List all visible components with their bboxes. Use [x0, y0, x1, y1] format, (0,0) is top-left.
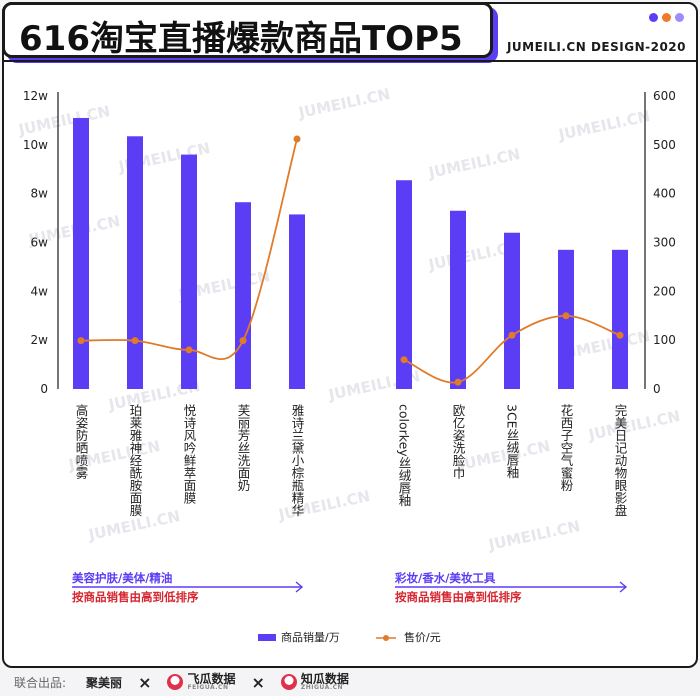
- watermark-text: JUMEILI.CN: [556, 107, 652, 144]
- price-point: [508, 331, 516, 339]
- feigua-name: 飞瓜数据: [187, 671, 236, 686]
- price-point: [400, 356, 408, 364]
- bar: [450, 210, 466, 389]
- brand-feigua: 飞瓜数据 FEIGUA.CN: [167, 671, 236, 692]
- bar: [181, 154, 197, 389]
- x-tick-label: 欧亿姿洗脸巾: [451, 404, 466, 479]
- legend-bar-swatch: [258, 634, 276, 641]
- legend-bar-label: 商品销量/万: [281, 630, 340, 644]
- bar: [612, 249, 628, 389]
- watermark-text: JUMEILI.CN: [486, 517, 582, 554]
- zhigua-name: 知瓜数据: [300, 671, 349, 686]
- title-box: 616淘宝直播爆款商品TOP5: [2, 2, 493, 59]
- x-tick-label: 完美日记动物眼影盘: [613, 403, 628, 517]
- bar: [73, 117, 89, 389]
- footer-label: 联合出品:: [14, 675, 67, 690]
- zhigua-sub: ZHIGUA.CN: [300, 684, 344, 692]
- legend-line-marker: [383, 635, 389, 641]
- x-tick-label: 珀莱雅神经酰胺面膜: [128, 404, 143, 517]
- bar: [558, 249, 574, 389]
- decorative-dots: [649, 13, 684, 22]
- group-arrow-head: [619, 581, 628, 593]
- y-right-tick-label: 300: [653, 236, 676, 250]
- footer: 联合出品: 聚美丽 × 飞瓜数据 FEIGUA.CN × 知瓜数据 ZHIGUA…: [0, 668, 700, 696]
- y-right-tick-label: 600: [653, 89, 676, 103]
- legend-line-label: 售价/元: [404, 630, 441, 644]
- feigua-sub: FEIGUA.CN: [187, 684, 229, 692]
- brand-tagline: JUMEILI.CN DESIGN-2020: [506, 40, 686, 54]
- dot-orange: [662, 13, 671, 22]
- y-left-tick-label: 8w: [31, 187, 49, 201]
- watermark-text: JUMEILI.CN: [426, 145, 522, 182]
- y-left-tick-label: 10w: [23, 138, 48, 152]
- price-point: [185, 346, 193, 354]
- page-title: 616淘宝直播爆款商品TOP5: [19, 19, 463, 59]
- y-left-tick-label: 0: [40, 382, 48, 396]
- bar: [504, 232, 520, 389]
- y-left-tick-label: 6w: [31, 236, 49, 250]
- x-tick-label: colorkey丝绒唇釉: [397, 404, 412, 507]
- price-point: [293, 135, 301, 143]
- dot-lavender: [675, 13, 684, 22]
- header-divider: [4, 60, 696, 62]
- y-right-tick-label: 400: [653, 187, 676, 201]
- group-name: 彩妆/香水/美妆工具: [394, 571, 496, 585]
- bar: [127, 136, 143, 389]
- price-point: [131, 337, 139, 345]
- watermark-text: JUMEILI.CN: [586, 407, 682, 444]
- group-name: 美容护肤/美体/精油: [72, 571, 172, 585]
- price-point: [562, 312, 570, 320]
- price-point: [77, 337, 85, 345]
- brand-jumeili: 聚美丽: [86, 675, 123, 690]
- zhigua-logo-icon: [280, 673, 297, 690]
- bar: [396, 180, 412, 389]
- x-tick-label: 悦诗风吟鲜萃面膜: [182, 404, 197, 505]
- brand-zhigua: 知瓜数据 ZHIGUA.CN: [280, 671, 349, 692]
- watermark-text: JUMEILI.CN: [16, 102, 112, 139]
- y-left-tick-label: 4w: [31, 284, 49, 298]
- dot-purple: [649, 13, 658, 22]
- group-arrow-head: [295, 581, 304, 593]
- price-point: [454, 378, 462, 386]
- x-tick-label: 花西子空气蜜粉: [559, 403, 574, 492]
- separator-2: ×: [251, 672, 265, 692]
- bar: [289, 214, 305, 389]
- x-tick-label: 芙丽芳丝洗面奶: [236, 404, 251, 492]
- y-right-tick-label: 200: [653, 284, 676, 298]
- x-tick-label: 高姿防晒喷雾: [74, 403, 89, 480]
- y-right-tick-label: 0: [653, 382, 661, 396]
- x-tick-label: 3CE丝绒唇釉: [505, 404, 520, 479]
- price-line-group-1: [80, 138, 298, 361]
- y-left-tick-label: 12w: [23, 89, 48, 103]
- chart-card: [2, 2, 698, 668]
- x-tick-label: 雅诗兰黛小棕瓶精华: [290, 403, 305, 517]
- price-point: [239, 337, 247, 345]
- y-right-tick-label: 100: [653, 333, 676, 347]
- feigua-logo-icon: [167, 673, 184, 690]
- group-sort-note: 按商品销售由高到低排序: [395, 590, 522, 604]
- y-left-tick-label: 2w: [31, 333, 49, 347]
- chart-canvas: JUMEILI.CN JUMEILI.CN JUMEILI.CN JUMEILI.CN…: [16, 85, 682, 644]
- y-right-tick-label: 500: [653, 138, 676, 152]
- price-point: [616, 331, 624, 339]
- separator-1: ×: [138, 672, 152, 692]
- group-sort-note: 按商品销售由高到低排序: [72, 590, 199, 604]
- watermark-text: JUMEILI.CN: [296, 85, 392, 122]
- bar: [235, 202, 251, 389]
